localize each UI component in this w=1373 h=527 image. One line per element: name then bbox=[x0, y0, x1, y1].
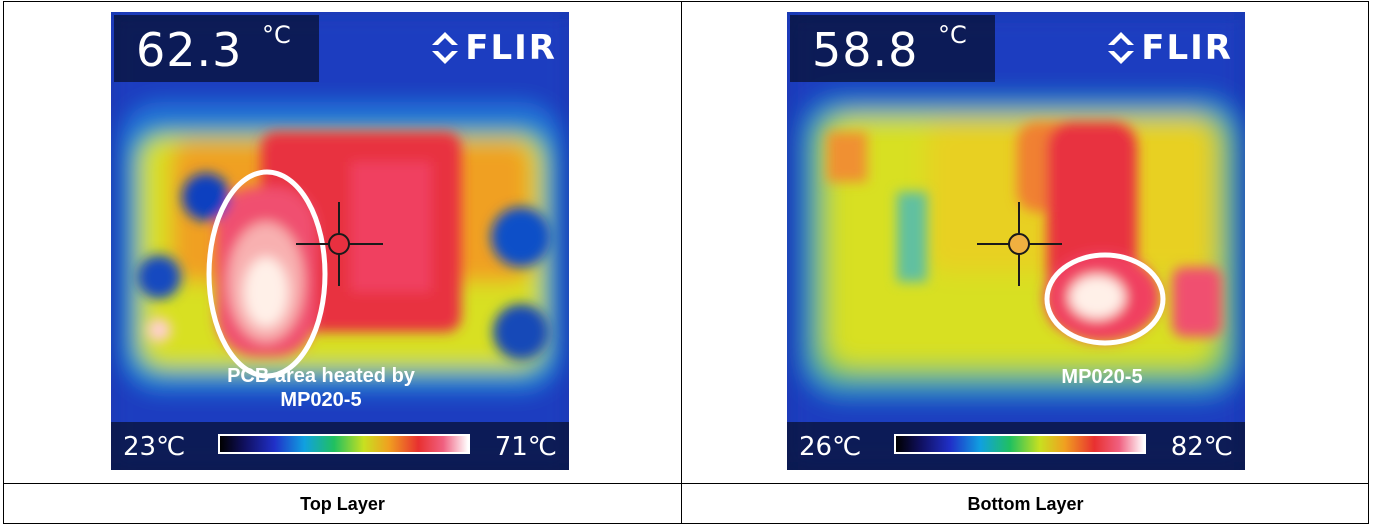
flir-logo-icon-2 bbox=[1108, 32, 1135, 64]
scale-max-2: 82℃ bbox=[1170, 432, 1233, 462]
flir-logo-icon bbox=[432, 32, 459, 64]
scale-min: 23℃ bbox=[123, 432, 186, 462]
thermal-image-bottom-layer: 58.8 °C FLIR MP020-5 26℃ 82℃ bbox=[787, 12, 1245, 470]
highlight-ellipse-2 bbox=[1044, 252, 1166, 346]
spot-temperature-box: 62.3 °C bbox=[114, 15, 319, 82]
spot-temperature-unit: °C bbox=[262, 21, 291, 49]
thermal-image-top-layer: 62.3 °C FLIR PCB area heated by MP020-5 … bbox=[111, 12, 569, 470]
thermal-bottom-graphic bbox=[787, 12, 1245, 470]
flir-logo-text: FLIR bbox=[465, 28, 557, 68]
caption-divider bbox=[4, 483, 1368, 484]
scale-max: 71℃ bbox=[494, 432, 557, 462]
spot-temperature-box-2: 58.8 °C bbox=[790, 15, 995, 82]
figure-table: Top Layer Bottom Layer bbox=[3, 1, 1369, 524]
column-divider bbox=[681, 2, 682, 523]
caption-bottom-layer: Bottom Layer bbox=[967, 494, 1084, 514]
temperature-scale-2: 26℃ 82℃ bbox=[787, 422, 1245, 470]
caption-top-layer: Top Layer bbox=[300, 494, 385, 514]
color-gradient-bar-2 bbox=[894, 434, 1146, 454]
flir-logo-2: FLIR bbox=[1107, 28, 1233, 68]
annotation-line-2: MP020-5 bbox=[280, 389, 362, 411]
annotation-heated-area: PCB area heated by MP020-5 bbox=[171, 364, 471, 412]
thermal-top-graphic bbox=[111, 12, 569, 470]
flir-logo: FLIR bbox=[431, 28, 557, 68]
spot-temperature-unit-2: °C bbox=[938, 21, 967, 49]
scale-min-2: 26℃ bbox=[799, 432, 862, 462]
flir-logo-text-2: FLIR bbox=[1141, 28, 1233, 68]
spot-temperature-value: 62.3 bbox=[136, 23, 243, 77]
color-gradient-bar bbox=[218, 434, 470, 454]
annotation-mp020-5: MP020-5 bbox=[1037, 365, 1167, 389]
annotation-line-1-2: MP020-5 bbox=[1061, 366, 1143, 388]
crosshair-icon bbox=[296, 202, 383, 286]
spot-temperature-value-2: 58.8 bbox=[812, 23, 919, 77]
temperature-scale: 23℃ 71℃ bbox=[111, 422, 569, 470]
crosshair-icon-2 bbox=[977, 202, 1062, 286]
annotation-line-1: PCB area heated by bbox=[227, 365, 415, 387]
highlight-ellipse bbox=[206, 169, 328, 379]
